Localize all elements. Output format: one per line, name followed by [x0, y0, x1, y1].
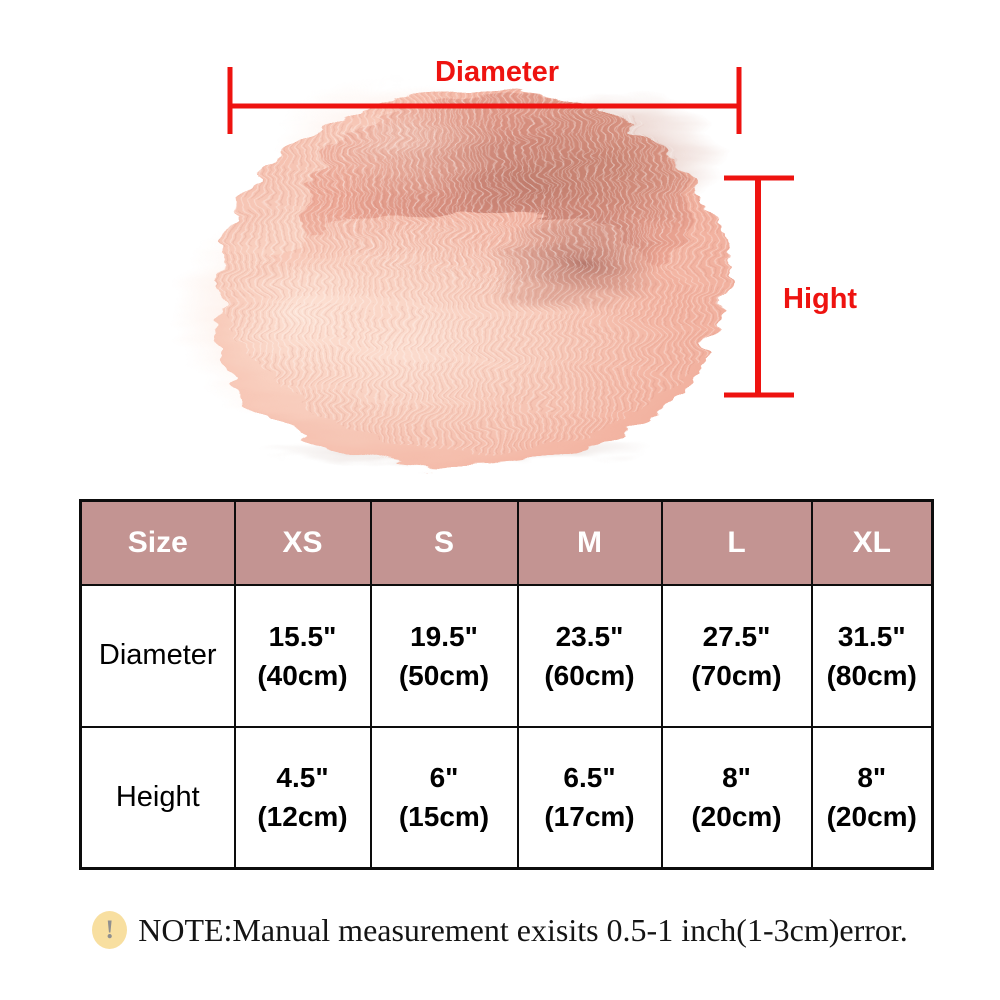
cell-height-m: 6.5" (17cm)	[516, 725, 663, 870]
value-cm: (15cm)	[398, 801, 490, 833]
value-cm: (20cm)	[826, 801, 917, 833]
pet-bed-image	[172, 80, 730, 466]
note-text: NOTE:Manual measurement exisits 0.5-1 in…	[138, 911, 908, 948]
value-inch: 27.5"	[702, 620, 771, 652]
cell-diameter-m: 23.5" (60cm)	[516, 583, 663, 728]
cell-height-xs: 4.5" (12cm)	[233, 725, 372, 870]
cell-diameter-s: 19.5" (50cm)	[369, 583, 519, 728]
pet-bed-illustration	[172, 67, 794, 466]
value-inch: 6"	[429, 762, 459, 794]
cell-diameter-xl: 31.5" (80cm)	[810, 583, 934, 728]
value-inch: 4.5"	[276, 762, 329, 794]
value-inch: 8"	[857, 762, 887, 794]
value-inch: 23.5"	[555, 620, 624, 652]
table-header-row: Size XS S M L XL	[79, 499, 934, 586]
value-cm: (80cm)	[826, 659, 917, 691]
cell-height-l: 8" (20cm)	[660, 725, 813, 870]
value-cm: (50cm)	[398, 659, 490, 691]
measurement-note: ! NOTE:Manual measurement exisits 0.5-1 …	[0, 905, 1000, 955]
value-cm: (20cm)	[691, 801, 782, 833]
table-row-height: Height 4.5" (12cm) 6" (15cm) 6.5" (17cm)	[79, 725, 934, 870]
diameter-label: Diameter	[434, 56, 560, 88]
value-inch: 6.5"	[563, 762, 616, 794]
exclamation-icon: !	[92, 911, 128, 949]
value-cm: (70cm)	[691, 659, 782, 691]
value-cm: (40cm)	[257, 659, 348, 691]
row-label-diameter: Diameter	[79, 583, 236, 728]
value-inch: 19.5"	[410, 620, 478, 652]
header-s: S	[369, 499, 519, 586]
cell-diameter-l: 27.5" (70cm)	[660, 583, 813, 728]
cell-height-s: 6" (15cm)	[369, 725, 519, 870]
value-inch: 15.5"	[268, 620, 337, 652]
header-size: Size	[79, 499, 236, 586]
value-cm: (60cm)	[544, 659, 635, 691]
table-row-diameter: Diameter 15.5" (40cm) 19.5" (50cm) 23.5"…	[79, 583, 934, 728]
height-label: Hight	[783, 283, 858, 315]
cell-diameter-xs: 15.5" (40cm)	[233, 583, 372, 728]
header-xs: XS	[233, 499, 372, 586]
measurement-marks	[227, 67, 794, 398]
cell-height-xl: 8" (20cm)	[810, 725, 934, 870]
value-cm: (17cm)	[544, 801, 635, 833]
header-l: L	[660, 499, 813, 586]
size-table-container: Size XS S M L XL Diameter 15.5" (40cm)	[79, 499, 934, 870]
header-m: M	[516, 499, 663, 586]
header-xl: XL	[810, 499, 934, 586]
value-cm: (12cm)	[257, 801, 348, 833]
value-inch: 31.5"	[837, 620, 906, 652]
value-inch: 8"	[722, 762, 751, 794]
size-table: Size XS S M L XL Diameter 15.5" (40cm)	[79, 499, 934, 870]
row-label-height: Height	[79, 725, 236, 870]
product-photo-area: Diameter Hight	[0, 0, 1000, 490]
